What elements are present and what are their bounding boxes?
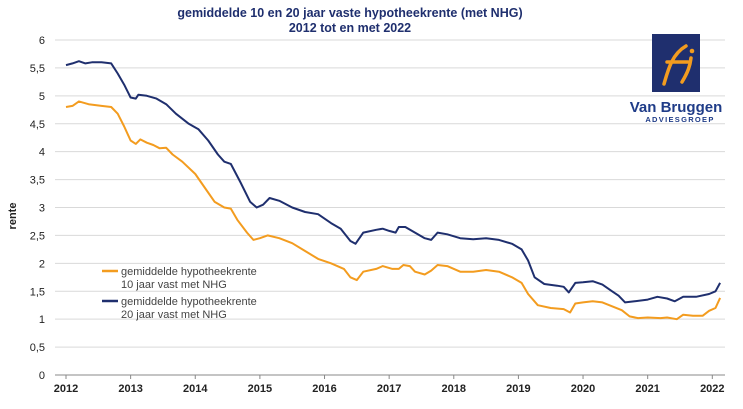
x-tick-label: 2015 bbox=[248, 383, 272, 395]
x-tick-label: 2019 bbox=[506, 383, 530, 395]
y-tick-label: 4,5 bbox=[30, 119, 45, 131]
y-tick-label: 1,5 bbox=[30, 286, 45, 298]
logo-subtitle: ADVIESGROEP bbox=[645, 115, 714, 124]
series-lines bbox=[65, 60, 722, 321]
x-tick-label: 2014 bbox=[183, 383, 208, 395]
logo-j-stroke bbox=[680, 56, 693, 84]
y-tick-label: 3 bbox=[39, 203, 45, 215]
y-tick-label: 2 bbox=[39, 258, 45, 270]
y-tick-label: 3,5 bbox=[30, 175, 45, 187]
legend: gemiddelde hypotheekrente 10 jaar vast m… bbox=[102, 266, 257, 321]
y-axis: 0 0,5 1 1,5 2 2,5 3 3,5 4 4,5 5 5,5 6 bbox=[30, 35, 45, 382]
logo-f-stroke bbox=[662, 44, 690, 86]
y-tick-label: 0 bbox=[39, 370, 45, 382]
logo-j-dot bbox=[689, 48, 695, 54]
y-tick-label: 4 bbox=[39, 147, 45, 159]
x-tick-label: 2022 bbox=[700, 383, 724, 395]
x-tick-label: 2012 bbox=[54, 383, 78, 395]
company-logo: Van Bruggen ADVIESGROEP bbox=[630, 34, 723, 124]
y-tick-label: 6 bbox=[39, 35, 45, 47]
x-tick-label: 2020 bbox=[571, 383, 595, 395]
legend-label-10y-line1: gemiddelde hypotheekrente bbox=[121, 266, 257, 278]
legend-label-10y-line2: 10 jaar vast met NHG bbox=[121, 279, 227, 291]
x-tick-label: 2017 bbox=[377, 383, 401, 395]
x-tick-label: 2021 bbox=[635, 383, 659, 395]
x-tick-label: 2018 bbox=[442, 383, 466, 395]
x-tick-label: 2013 bbox=[118, 383, 142, 395]
legend-label-20y-line1: gemiddelde hypotheekrente bbox=[121, 296, 257, 308]
logo-name: Van Bruggen bbox=[630, 99, 723, 116]
y-tick-label: 0,5 bbox=[30, 342, 45, 354]
y-tick-label: 5,5 bbox=[30, 63, 45, 75]
y-axis-label: rente bbox=[7, 203, 19, 230]
chart-subtitle: 2012 tot en met 2022 bbox=[289, 21, 411, 35]
chart-title: gemiddelde 10 en 20 jaar vaste hypotheek… bbox=[177, 6, 522, 20]
y-tick-label: 1 bbox=[39, 314, 45, 326]
x-tick-label: 2016 bbox=[312, 383, 336, 395]
legend-label-20y-line2: 20 jaar vast met NHG bbox=[121, 309, 227, 321]
series-line-20y bbox=[65, 60, 721, 304]
series-line-10y bbox=[65, 100, 722, 321]
grid-lines bbox=[55, 39, 725, 348]
y-tick-label: 5 bbox=[39, 91, 45, 103]
x-axis: 2012 2013 2014 2015 2016 2017 2018 2019 2020 2021… bbox=[54, 375, 725, 395]
y-tick-label: 2,5 bbox=[30, 230, 45, 242]
